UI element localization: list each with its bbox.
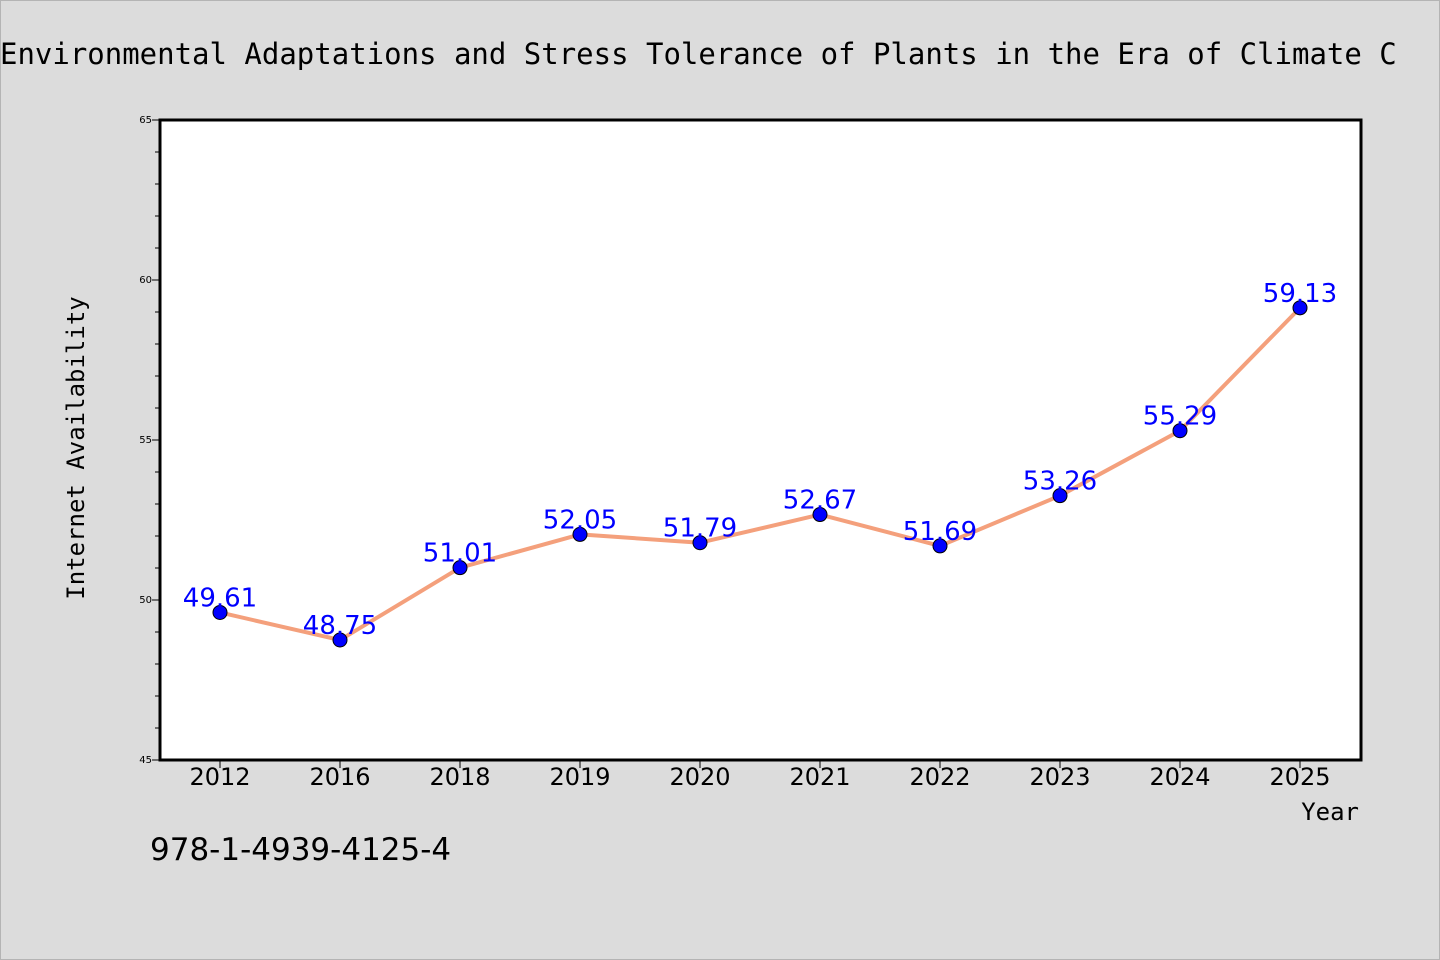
data-label: 51.01 bbox=[423, 539, 497, 569]
data-point bbox=[1052, 488, 1068, 504]
x-axis-label: Year bbox=[1301, 798, 1359, 826]
x-tick-label: 2016 bbox=[309, 763, 370, 791]
x-tick-label: 2020 bbox=[669, 763, 730, 791]
x-tick-label: 2019 bbox=[549, 763, 610, 791]
data-point bbox=[1292, 300, 1308, 316]
y-tick-label: 50 bbox=[139, 595, 152, 606]
data-point bbox=[932, 538, 948, 554]
x-axis: 2012 2016 2018 2019 2020 2021 2022 2023 2024 2025 bbox=[189, 760, 1331, 791]
x-tick-label: 2024 bbox=[1149, 763, 1210, 791]
y-tick-label: 45 bbox=[139, 755, 152, 766]
data-point bbox=[1172, 423, 1188, 439]
data-point bbox=[572, 526, 588, 542]
data-label: 52.67 bbox=[783, 486, 857, 516]
y-tick-label: 55 bbox=[139, 435, 152, 446]
data-label: 51.69 bbox=[903, 517, 977, 547]
x-tick-label: 2012 bbox=[189, 763, 250, 791]
y-tick-label: 65 bbox=[139, 115, 152, 126]
series-layer: 49.61 48.75 51.01 52.05 51.79 52.67 51.69 53.26… bbox=[183, 279, 1337, 648]
data-point bbox=[452, 560, 468, 576]
plot-area bbox=[158, 118, 1363, 762]
isbn-text: 978-1-4939-4125-4 bbox=[150, 832, 452, 868]
chart-title: Environmental Adaptations and Stress Tol… bbox=[0, 37, 1397, 71]
data-label: 53.26 bbox=[1023, 467, 1097, 497]
y-tick-label: 60 bbox=[139, 275, 152, 286]
data-point bbox=[212, 604, 228, 620]
y-axis-label: Internet Availability bbox=[62, 296, 90, 599]
data-point bbox=[692, 535, 708, 551]
x-tick-label: 2023 bbox=[1029, 763, 1090, 791]
x-tick-label: 2021 bbox=[789, 763, 850, 791]
y-axis: 45 50 55 60 65 bbox=[139, 115, 160, 766]
data-label: 48.75 bbox=[303, 611, 377, 641]
series-line bbox=[218, 305, 1302, 642]
data-point bbox=[812, 507, 828, 523]
x-tick-label: 2025 bbox=[1269, 763, 1330, 791]
data-label: 52.05 bbox=[543, 505, 617, 535]
data-point bbox=[332, 632, 348, 648]
data-label: 51.79 bbox=[663, 514, 737, 544]
data-label: 55.29 bbox=[1143, 402, 1217, 432]
x-tick-label: 2022 bbox=[909, 763, 970, 791]
data-label: 49.61 bbox=[183, 583, 257, 613]
x-tick-label: 2018 bbox=[429, 763, 490, 791]
data-label: 59.13 bbox=[1263, 279, 1337, 309]
